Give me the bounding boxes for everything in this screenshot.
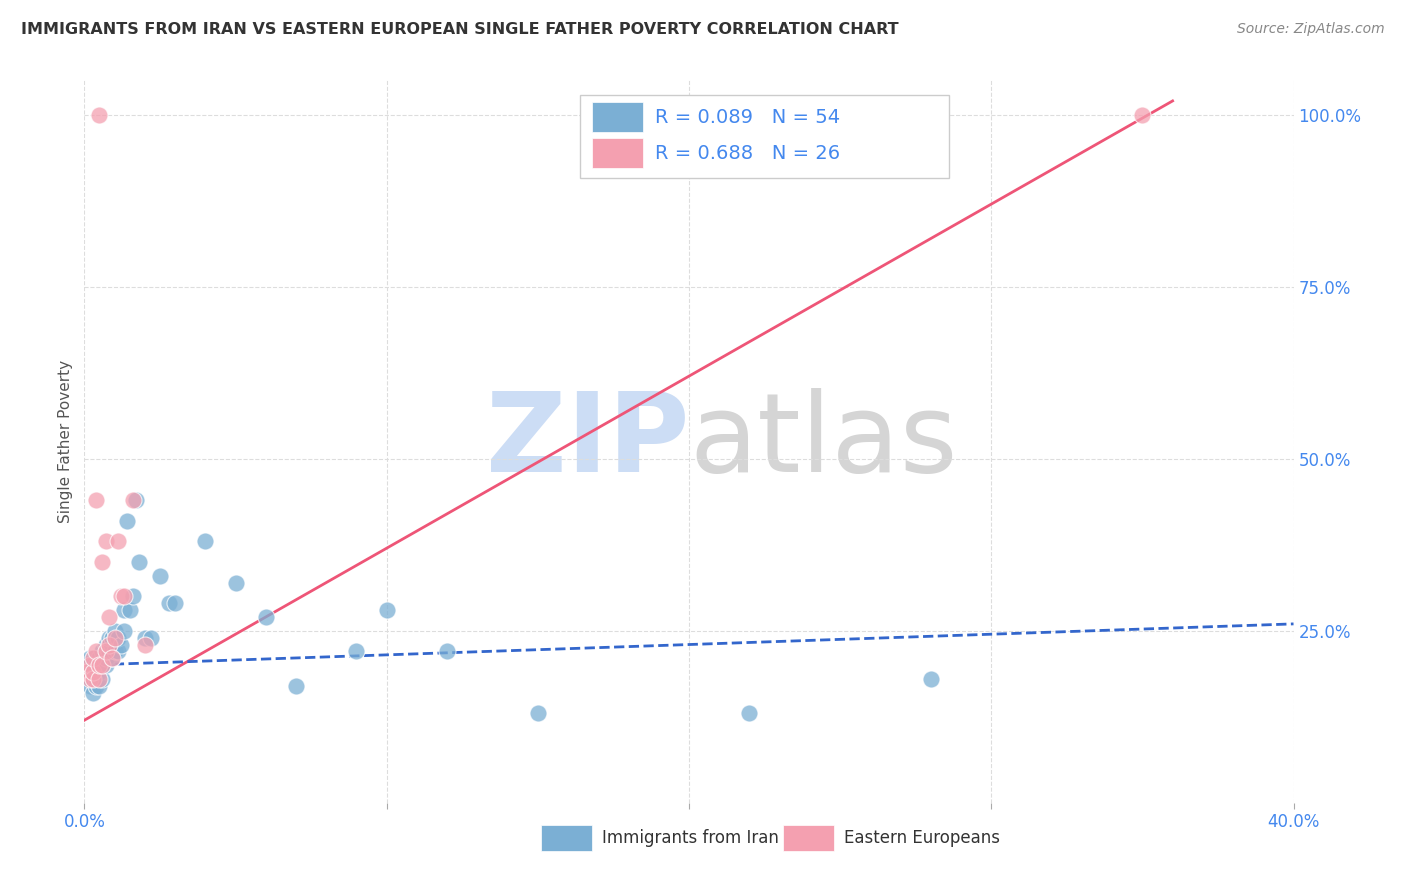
Point — [165, 596, 187, 610]
Point — [76, 658, 98, 673]
Point — [100, 651, 122, 665]
Point — [112, 624, 135, 638]
Point — [107, 644, 129, 658]
FancyBboxPatch shape — [541, 825, 592, 851]
Point — [79, 679, 101, 693]
Text: IMMIGRANTS FROM IRAN VS EASTERN EUROPEAN SINGLE FATHER POVERTY CORRELATION CHART: IMMIGRANTS FROM IRAN VS EASTERN EUROPEAN… — [21, 22, 898, 37]
Point — [617, 108, 640, 122]
Point — [76, 665, 98, 679]
Point — [97, 644, 120, 658]
Point — [91, 658, 114, 673]
Point — [738, 706, 761, 721]
Point — [346, 644, 368, 658]
Point — [82, 665, 104, 679]
Point — [97, 638, 120, 652]
Point — [134, 631, 156, 645]
Point — [128, 555, 150, 569]
Point — [149, 568, 172, 582]
Point — [285, 679, 308, 693]
Text: Eastern Europeans: Eastern Europeans — [844, 830, 1000, 847]
Point — [107, 631, 129, 645]
Point — [104, 631, 127, 645]
Point — [157, 596, 180, 610]
Point — [118, 603, 141, 617]
Point — [97, 610, 120, 624]
Point — [97, 631, 120, 645]
Point — [89, 108, 111, 122]
Point — [82, 686, 104, 700]
Point — [94, 658, 117, 673]
Point — [82, 658, 104, 673]
FancyBboxPatch shape — [592, 102, 643, 132]
Point — [89, 672, 111, 686]
Point — [76, 672, 98, 686]
Point — [94, 651, 117, 665]
Point — [104, 644, 127, 658]
Text: atlas: atlas — [689, 388, 957, 495]
Point — [110, 638, 132, 652]
Point — [225, 575, 247, 590]
Point — [79, 665, 101, 679]
Point — [76, 665, 98, 679]
Point — [121, 493, 143, 508]
Point — [112, 590, 135, 604]
Text: Source: ZipAtlas.com: Source: ZipAtlas.com — [1237, 22, 1385, 37]
Point — [139, 631, 162, 645]
Point — [91, 658, 114, 673]
Text: ZIP: ZIP — [485, 388, 689, 495]
Point — [79, 672, 101, 686]
Point — [254, 610, 277, 624]
Point — [82, 665, 104, 679]
Point — [91, 644, 114, 658]
Point — [94, 644, 117, 658]
Point — [107, 534, 129, 549]
Point — [86, 493, 108, 508]
Point — [100, 631, 122, 645]
Point — [82, 672, 104, 686]
Point — [94, 638, 117, 652]
Text: R = 0.089   N = 54: R = 0.089 N = 54 — [655, 108, 841, 127]
Point — [375, 603, 398, 617]
Point — [94, 534, 117, 549]
Point — [110, 590, 132, 604]
Point — [86, 672, 108, 686]
Point — [89, 658, 111, 673]
Point — [91, 555, 114, 569]
Point — [89, 658, 111, 673]
Point — [121, 590, 143, 604]
Point — [86, 658, 108, 673]
Point — [194, 534, 217, 549]
Text: R = 0.688   N = 26: R = 0.688 N = 26 — [655, 144, 841, 162]
Point — [436, 644, 458, 658]
Point — [1130, 108, 1153, 122]
Point — [91, 672, 114, 686]
Y-axis label: Single Father Poverty: Single Father Poverty — [58, 360, 73, 523]
Point — [527, 706, 550, 721]
Point — [125, 493, 148, 508]
Point — [920, 672, 942, 686]
Text: Immigrants from Iran: Immigrants from Iran — [602, 830, 779, 847]
Point — [100, 651, 122, 665]
Point — [79, 651, 101, 665]
Point — [82, 672, 104, 686]
Point — [134, 638, 156, 652]
Point — [104, 624, 127, 638]
Point — [89, 679, 111, 693]
Point — [89, 665, 111, 679]
Point — [89, 651, 111, 665]
Point — [115, 514, 138, 528]
Point — [112, 603, 135, 617]
FancyBboxPatch shape — [783, 825, 834, 851]
Point — [86, 679, 108, 693]
FancyBboxPatch shape — [581, 95, 949, 178]
Point — [79, 658, 101, 673]
Point — [82, 651, 104, 665]
Point — [86, 644, 108, 658]
FancyBboxPatch shape — [592, 138, 643, 169]
